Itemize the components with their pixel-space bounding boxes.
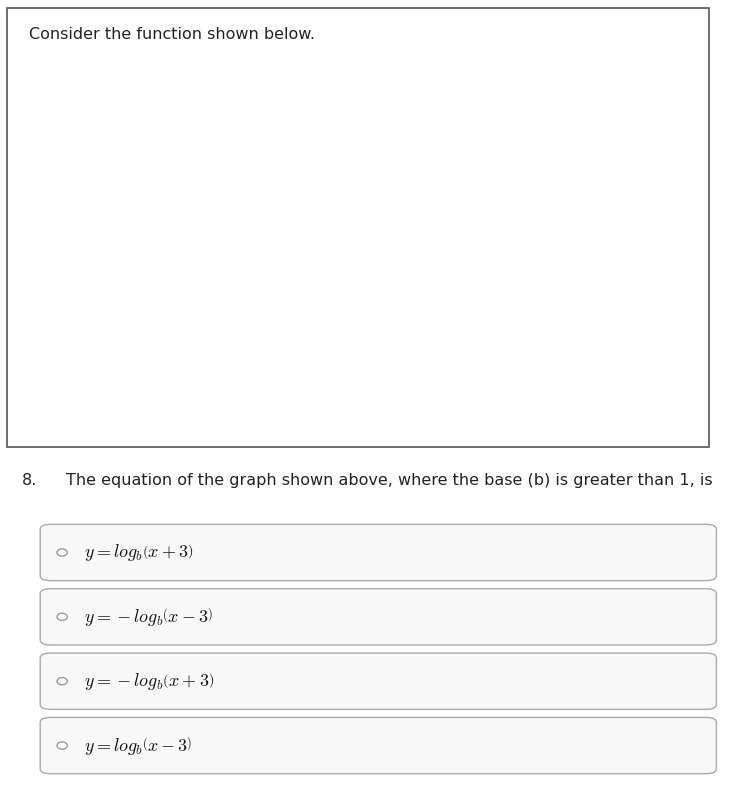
Text: The equation of the graph shown above, where the base (b) is greater than 1, is: The equation of the graph shown above, w… — [66, 473, 713, 487]
Text: $y = log_b\left(x-3\right)$: $y = log_b\left(x-3\right)$ — [84, 735, 192, 757]
Ellipse shape — [57, 613, 67, 620]
FancyBboxPatch shape — [40, 524, 716, 581]
Text: Consider the function shown below.: Consider the function shown below. — [29, 27, 315, 42]
Text: y: y — [260, 51, 270, 69]
FancyBboxPatch shape — [40, 717, 716, 774]
Text: $y = -log_b\left(x-3\right)$: $y = -log_b\left(x-3\right)$ — [84, 606, 213, 628]
FancyBboxPatch shape — [40, 589, 716, 645]
FancyBboxPatch shape — [40, 653, 716, 710]
Text: $y = log_b\left(x+3\right)$: $y = log_b\left(x+3\right)$ — [84, 542, 194, 563]
Text: $y = -log_b\left(x+3\right)$: $y = -log_b\left(x+3\right)$ — [84, 670, 214, 692]
Text: 8.: 8. — [22, 473, 37, 487]
Text: 5: 5 — [289, 343, 299, 358]
Ellipse shape — [57, 677, 67, 685]
Ellipse shape — [57, 549, 67, 556]
Text: x: x — [599, 297, 610, 315]
Ellipse shape — [57, 742, 67, 749]
Text: 5: 5 — [225, 180, 235, 195]
